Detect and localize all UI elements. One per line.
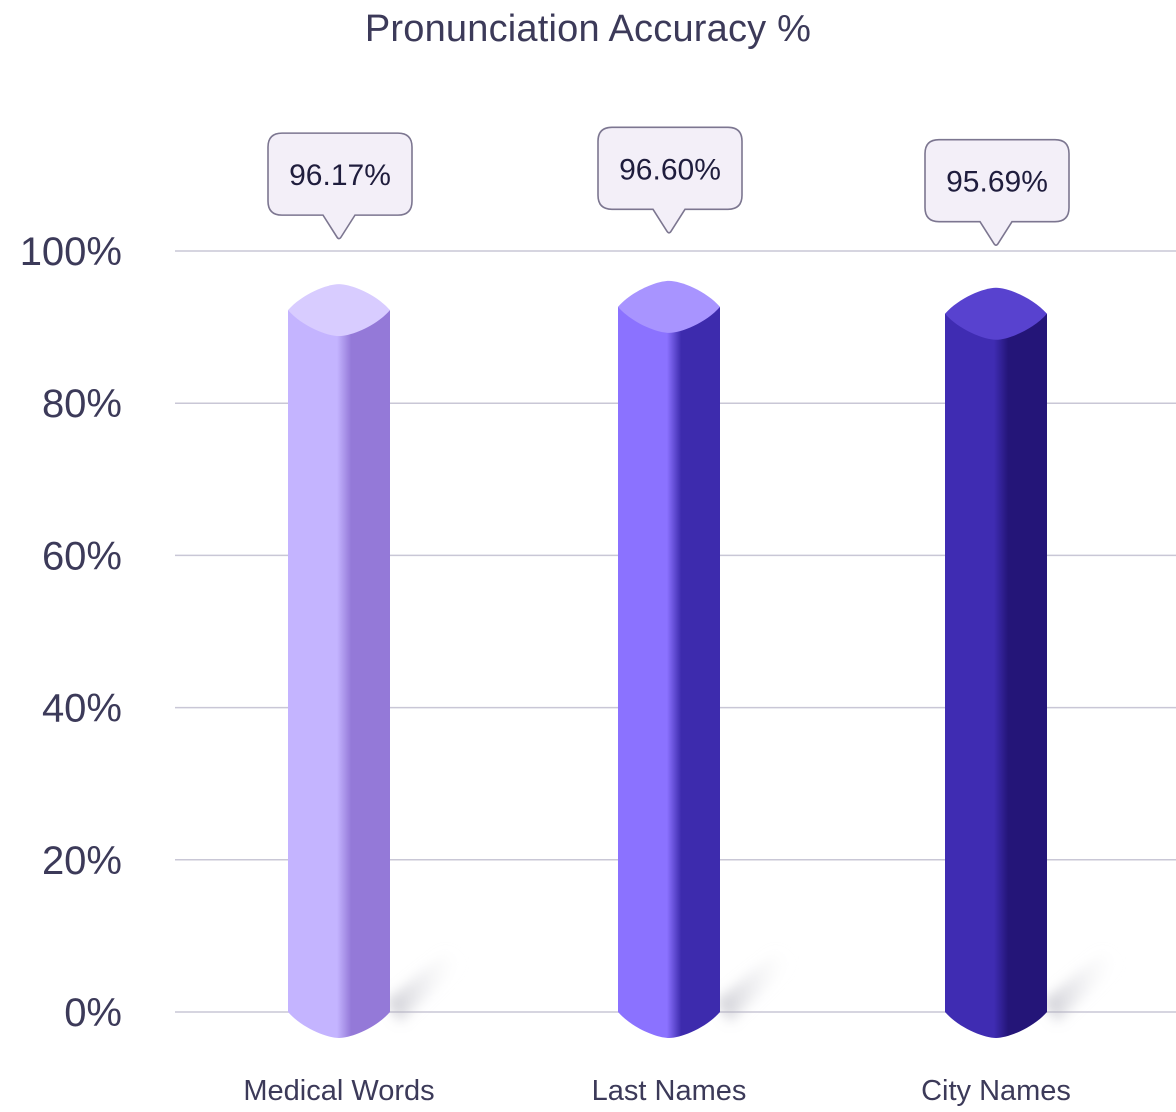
y-tick-label: 20% [42, 839, 122, 883]
value-label: 96.17% [289, 159, 391, 192]
y-tick-label: 40% [42, 687, 122, 731]
y-tick-label: 100% [20, 230, 122, 274]
bar [945, 313, 1047, 1039]
value-callout-bubble [597, 126, 743, 234]
bar-top-cap [288, 284, 390, 337]
value-callout-bubble [924, 138, 1070, 246]
bar-shadow [386, 952, 465, 1022]
chart-title: Pronunciation Accuracy % [364, 8, 812, 50]
x-category-label: City Names [921, 1075, 1071, 1107]
x-category-label: Last Names [592, 1075, 747, 1107]
value-label: 95.69% [946, 166, 1048, 199]
value-label: 96.60% [619, 153, 721, 186]
bar-shadow [1043, 952, 1122, 1022]
bar [618, 306, 720, 1038]
bar-shadow [716, 952, 795, 1022]
bar-top-cap [618, 280, 720, 333]
y-tick-label: 60% [42, 534, 122, 578]
y-axis-ticks: 0% 20% 40% 60% 80% 100% [20, 230, 122, 1035]
bars [288, 280, 1047, 1039]
x-category-label: Medical Words [243, 1075, 434, 1107]
x-axis-categories: Medical Words Last Names City Names [243, 1075, 1071, 1107]
value-callout-bubble [267, 132, 413, 240]
value-callouts: 96.17% 96.60% 95.69% [267, 126, 1070, 246]
bar [288, 310, 390, 1038]
y-tick-label: 0% [64, 991, 122, 1035]
bar-shadows [386, 952, 1122, 1022]
bar-top-cap [945, 287, 1047, 340]
y-tick-label: 80% [42, 382, 122, 426]
